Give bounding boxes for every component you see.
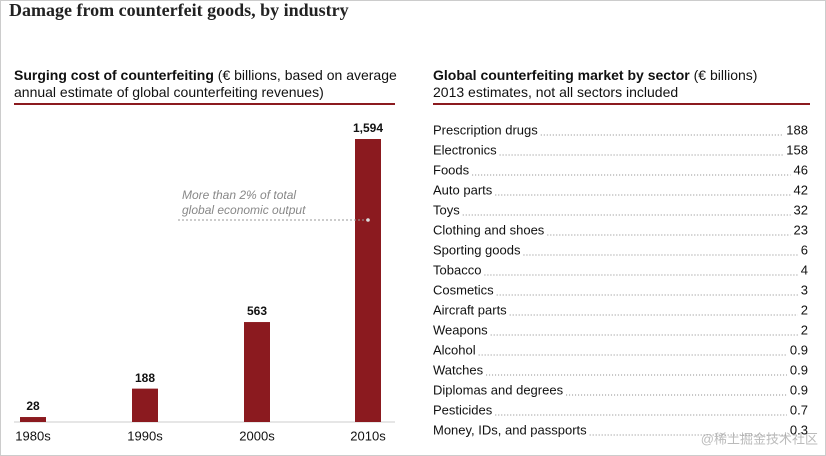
x-tick-label: 2010s [350, 428, 386, 443]
row-label: Diplomas and degrees [433, 382, 564, 397]
table-title: Global counterfeiting market by sector [433, 67, 690, 83]
row-value: 188 [786, 122, 808, 137]
row-value: 0.9 [790, 342, 808, 357]
row-value: 158 [786, 142, 808, 157]
value-label: 188 [135, 371, 155, 385]
row-label: Clothing and shoes [433, 222, 545, 237]
row-value: 2 [801, 302, 808, 317]
row-label: Foods [433, 162, 470, 177]
row-label: Prescription drugs [433, 122, 538, 137]
annotation: More than 2% of total global economic ou… [182, 188, 306, 217]
bar-header: Surging cost of counterfeiting (€ billio… [14, 67, 399, 101]
value-label: 1,594 [353, 121, 383, 135]
bar-subtitle: (€ billions, based on average annual est… [14, 67, 397, 100]
row-label: Watches [433, 362, 484, 377]
row-label: Alcohol [433, 342, 476, 357]
x-tick-label: 2000s [239, 428, 275, 443]
table-subtitle: 2013 estimates, not all sectors included [433, 84, 679, 100]
row-value: 23 [794, 222, 808, 237]
row-value: 0.9 [790, 362, 808, 377]
row-label: Aircraft parts [433, 302, 507, 317]
page-title: Damage from counterfeit goods, by indust… [9, 0, 349, 20]
annotation-dot [366, 218, 370, 222]
row-value: 6 [801, 242, 808, 257]
row-label: Electronics [433, 142, 497, 157]
value-label: 563 [247, 304, 267, 318]
watermark: @稀土掘金技术社区 [701, 431, 818, 446]
row-label: Pesticides [433, 402, 493, 417]
row-label: Sporting goods [433, 242, 521, 257]
x-tick-label: 1980s [15, 428, 51, 443]
row-value: 46 [794, 162, 808, 177]
row-label: Tobacco [433, 262, 481, 277]
row-label: Weapons [433, 322, 488, 337]
table-header: Global counterfeiting market by sector (… [433, 67, 818, 101]
row-value: 32 [794, 202, 808, 217]
row-value: 4 [801, 262, 808, 277]
x-tick-label: 1990s [127, 428, 163, 443]
row-value: 0.9 [790, 382, 808, 397]
row-label: Money, IDs, and passports [433, 422, 587, 437]
row-label: Toys [433, 202, 460, 217]
row-value: 42 [794, 182, 808, 197]
row-value: 0.7 [790, 402, 808, 417]
value-label: 28 [26, 399, 40, 413]
bar [132, 388, 158, 422]
bar [355, 139, 381, 422]
row-value: 3 [801, 282, 808, 297]
row-label: Auto parts [433, 182, 493, 197]
row-value: 0.3 [790, 422, 808, 437]
table-unit: (€ billions) [693, 67, 758, 83]
row-label: Cosmetics [433, 282, 494, 297]
bar-title: Surging cost of counterfeiting [14, 67, 214, 83]
bar [244, 322, 270, 422]
bar [20, 417, 46, 422]
row-value: 2 [801, 322, 808, 337]
